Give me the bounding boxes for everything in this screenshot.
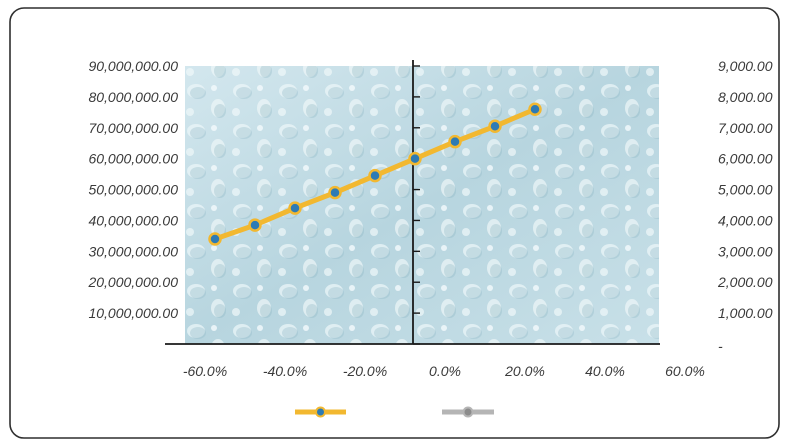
y-right-tick-label: 3,000.00 [718, 243, 773, 259]
data-point [208, 232, 222, 246]
x-tick-label: 40.0% [585, 363, 625, 379]
y-right-axis: 9,000.00 8,000.00 7,000.00 6,000.00 5,000.00… [717, 58, 773, 354]
legend-marker [462, 406, 474, 418]
data-point [248, 218, 262, 232]
y-left-tick-label: 20,000,000.00 [87, 274, 178, 290]
y-left-axis: 90,000,000.00 80,000,000.00 70,000,000.00 6… [87, 58, 178, 321]
y-right-tick-label: 1,000.00 [718, 305, 773, 321]
x-axis: -60.0% -40.0% -20.0% 0.0% 20.0% 40.0% 60.0% [165, 60, 705, 379]
data-point [368, 168, 382, 183]
x-tick-label: -20.0% [343, 363, 387, 379]
y-right-tick-label: 5,000.00 [718, 182, 773, 198]
x-tick-label: -40.0% [263, 363, 307, 379]
y-left-tick-label: 70,000,000.00 [88, 120, 178, 136]
x-tick-label: 60.0% [665, 363, 705, 379]
x-tick-label: -60.0% [183, 363, 227, 379]
data-point [408, 151, 422, 166]
data-point [448, 134, 462, 149]
y-left-tick-label: 80,000,000.00 [88, 89, 178, 105]
y-right-tick-label: 6,000.00 [718, 151, 773, 167]
y-left-tick-label: 10,000,000.00 [88, 305, 178, 321]
y-left-tick-label: 30,000,000.00 [88, 243, 178, 259]
plot-area [185, 66, 659, 344]
data-point [488, 119, 502, 133]
y-right-tick-label: 4,000.00 [718, 212, 773, 228]
series-layer [208, 102, 542, 246]
legend [295, 406, 494, 418]
y-left-tick-label: 90,000,000.00 [88, 58, 178, 74]
legend-marker [315, 406, 326, 418]
plot-background-texture [185, 66, 659, 344]
x-tick-label: 0.0% [429, 363, 461, 379]
y-left-tick-label: 50,000,000.00 [88, 182, 178, 198]
y-right-tick-label: - [718, 338, 723, 354]
y-left-tick-label: 60,000,000.00 [88, 151, 178, 167]
y-right-tick-label: 7,000.00 [718, 120, 773, 136]
y-left-tick-label: 40,000,000.00 [88, 212, 178, 228]
data-point [288, 201, 302, 215]
data-point [528, 102, 542, 116]
y-right-tick-label: 8,000.00 [718, 89, 773, 105]
y-right-tick-label: 2,000.00 [717, 274, 773, 290]
x-tick-label: 20.0% [504, 363, 545, 379]
y-right-tick-label: 9,000.00 [718, 58, 773, 74]
data-point [328, 185, 342, 200]
